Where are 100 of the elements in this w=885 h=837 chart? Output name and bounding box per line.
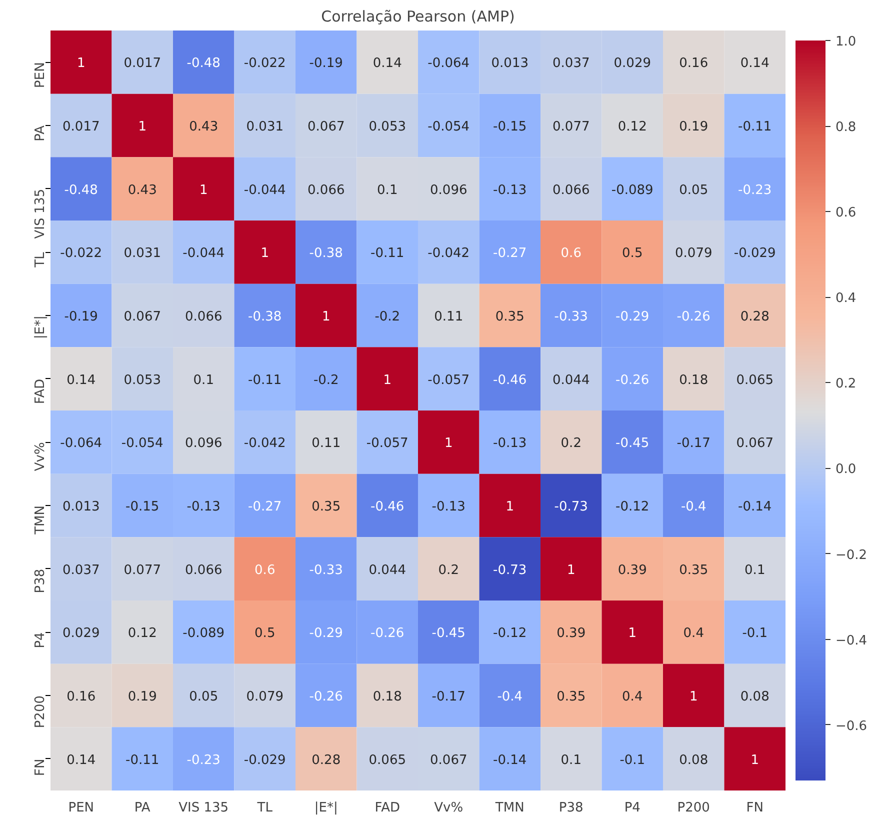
data-label: -0.73 (493, 562, 527, 578)
data-label: -0.11 (738, 120, 772, 134)
data-label: -0.044 (182, 246, 225, 262)
data-label: 0.12 (618, 120, 647, 134)
data-label: 0.14 (372, 56, 402, 72)
data-label: 0.079 (675, 246, 712, 262)
data-label: 0.067 (736, 436, 774, 452)
data-label: 0.067 (308, 120, 345, 134)
data-label: 0.066 (308, 182, 345, 198)
data-label: 0.5 (622, 246, 643, 262)
data-label: -0.2 (374, 310, 400, 324)
y-tick-label: TL (33, 251, 48, 268)
x-tick-label: VIS 135 (178, 800, 229, 816)
data-label: -0.022 (244, 56, 286, 72)
data-label: 0.18 (679, 372, 708, 388)
data-label: 0.077 (552, 120, 590, 134)
color-bar-label: −0.2 (836, 548, 868, 563)
data-label: -0.11 (370, 246, 404, 262)
data-label: -0.4 (680, 500, 706, 514)
data-label: -0.15 (493, 120, 527, 134)
data-label: -0.11 (126, 752, 160, 768)
data-label: -0.064 (428, 56, 470, 72)
data-label: 0.044 (368, 562, 406, 578)
data-label: -0.13 (493, 436, 527, 452)
data-label: 0.066 (185, 310, 222, 324)
data-label: -0.042 (244, 436, 286, 452)
data-label: -0.17 (676, 436, 710, 452)
data-label: 0.11 (312, 436, 341, 452)
data-label: 0.053 (368, 120, 406, 134)
data-label: 1 (383, 372, 392, 388)
data-label: -0.48 (64, 182, 98, 198)
data-label: 0.14 (66, 752, 96, 768)
data-label: 0.6 (254, 562, 276, 578)
color-bar-label: 0.4 (836, 291, 856, 306)
data-label: 0.066 (185, 562, 222, 578)
data-label: 0.4 (683, 626, 704, 642)
data-label: 0.1 (744, 562, 766, 578)
data-label: 0.43 (189, 120, 218, 134)
data-label: -0.73 (554, 500, 588, 514)
data-label: 0.065 (368, 752, 406, 768)
data-label: 1 (689, 690, 698, 704)
data-label: 0.013 (491, 56, 528, 72)
data-label: -0.14 (493, 752, 527, 768)
data-label: 0.11 (434, 310, 464, 324)
data-label: -0.12 (493, 626, 527, 642)
data-label: 0.05 (189, 690, 218, 704)
color-bar-label: 0.2 (836, 376, 856, 392)
data-label: 0.013 (62, 500, 100, 514)
data-label: 0.35 (679, 562, 708, 578)
data-label: -0.38 (248, 310, 282, 324)
data-label: 0.16 (66, 690, 96, 704)
data-label: 0.029 (614, 56, 651, 72)
data-label: 0.16 (679, 56, 708, 72)
data-label: -0.48 (186, 56, 220, 72)
data-label: -0.26 (676, 310, 710, 324)
data-label: 0.079 (246, 690, 284, 704)
data-label: 0.19 (679, 120, 708, 134)
x-tick-label: |E*| (314, 800, 338, 816)
color-bar-label: −0.4 (836, 633, 868, 648)
data-label: -0.044 (244, 182, 286, 198)
data-label: 0.28 (312, 752, 341, 768)
data-label: 0.39 (618, 562, 647, 578)
data-label: -0.12 (616, 500, 650, 514)
data-label: -0.089 (182, 626, 225, 642)
data-label: -0.057 (366, 436, 408, 452)
color-bar-label: 0.8 (836, 120, 856, 136)
data-label: 0.05 (679, 182, 708, 198)
data-label: 0.19 (128, 690, 157, 704)
data-label: -0.45 (432, 626, 466, 642)
x-tick-label: TMN (494, 800, 524, 816)
color-bar-label: 1.0 (836, 34, 856, 50)
data-label: 1 (76, 56, 86, 72)
x-tick-label: P38 (558, 800, 584, 816)
data-label: -0.26 (370, 626, 404, 642)
data-label: 0.39 (556, 626, 586, 642)
data-label: 0.5 (254, 626, 276, 642)
data-label: -0.054 (121, 436, 164, 452)
data-label: -0.13 (186, 500, 220, 514)
data-label: -0.23 (186, 752, 220, 768)
data-label: 0.017 (62, 120, 100, 134)
color-bar-label: −0.6 (836, 718, 868, 734)
y-tick-label: FN (33, 758, 48, 776)
x-tick-label: PA (134, 800, 150, 816)
data-label: 1 (628, 626, 637, 642)
data-label: 0.065 (736, 372, 774, 388)
data-label: -0.029 (244, 752, 286, 768)
data-label: 0.18 (372, 690, 402, 704)
data-label: -0.057 (428, 372, 470, 388)
data-label: -0.042 (428, 246, 470, 262)
x-tick-label: Vv% (434, 800, 464, 816)
y-tick-label: Vv% (33, 442, 48, 472)
color-bar-label: 0.6 (836, 206, 856, 221)
x-tick-label: FN (746, 800, 764, 816)
data-label: 1 (444, 436, 453, 452)
data-label: 0.067 (430, 752, 468, 768)
data-label: 0.1 (560, 752, 582, 768)
data-label: 1 (260, 246, 270, 262)
data-label: -0.1 (620, 752, 646, 768)
data-label: -0.27 (248, 500, 282, 514)
data-label: 0.14 (740, 56, 770, 72)
